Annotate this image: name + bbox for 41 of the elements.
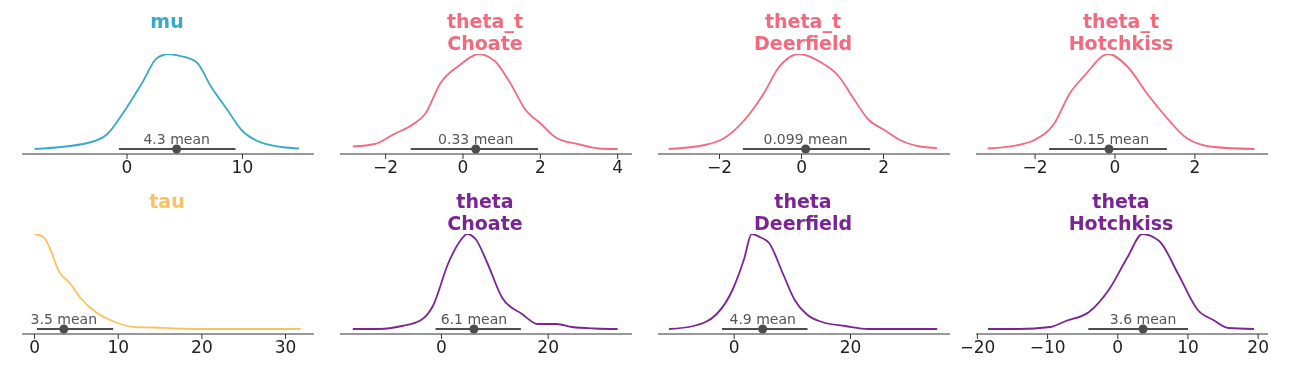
- chart-title: mu: [149, 10, 185, 32]
- x-tick-label: −2: [706, 157, 733, 178]
- x-tick-label: 30: [274, 337, 297, 358]
- annotation: -0.15 mean: [1068, 131, 1150, 147]
- x-tick-label: 0: [29, 337, 40, 358]
- x-tick-label: 0: [796, 157, 807, 178]
- annotation: 4.9 mean: [729, 311, 796, 327]
- x-tick-label: 20: [191, 337, 213, 358]
- x-tick-label: 0: [728, 337, 740, 358]
- x-tick-label: 2: [878, 157, 889, 178]
- annotation: 0.33 mean: [438, 131, 514, 147]
- annotation: 4.3 mean: [143, 131, 210, 147]
- chart-title: tau: [148, 190, 186, 212]
- x-tick-label: 10: [1177, 337, 1199, 358]
- chart-title: theta Choate: [446, 190, 524, 234]
- x-tick-label: 20: [537, 337, 560, 358]
- x-tick-label: −10: [1029, 337, 1066, 358]
- x-tick-label: 10: [231, 157, 254, 178]
- x-tick-label: 0: [457, 157, 469, 178]
- x-tick-label: 0: [436, 337, 447, 358]
- x-tick-label: −2: [373, 157, 399, 178]
- chart-title: theta Deerfield: [753, 190, 853, 234]
- chart-title: theta_t Choate: [446, 10, 524, 54]
- annotation: 3.6 mean: [1109, 311, 1177, 327]
- x-tick-label: −20: [959, 337, 996, 358]
- x-tick-label: 0: [1109, 157, 1121, 178]
- x-tick-label: 2: [534, 157, 546, 178]
- annotation: 6.1 mean: [440, 311, 508, 327]
- x-tick-label: −2: [1022, 157, 1048, 178]
- x-tick-label: 0: [121, 157, 133, 178]
- annotation: 3.5 mean: [30, 311, 98, 327]
- x-tick-label: 10: [107, 337, 130, 358]
- x-tick-label: 4: [612, 157, 624, 178]
- chart-title: theta_t Deerfield: [753, 10, 853, 54]
- annotation: 0.099 mean: [763, 131, 848, 147]
- x-tick-label: 20: [839, 337, 862, 358]
- x-tick-label: 0: [1112, 337, 1124, 358]
- chart-title: theta_t Hotchkiss: [1067, 10, 1175, 54]
- x-tick-label: 20: [1247, 337, 1269, 358]
- x-tick-label: 2: [1189, 157, 1201, 178]
- chart-title: theta Hotchkiss: [1067, 190, 1175, 234]
